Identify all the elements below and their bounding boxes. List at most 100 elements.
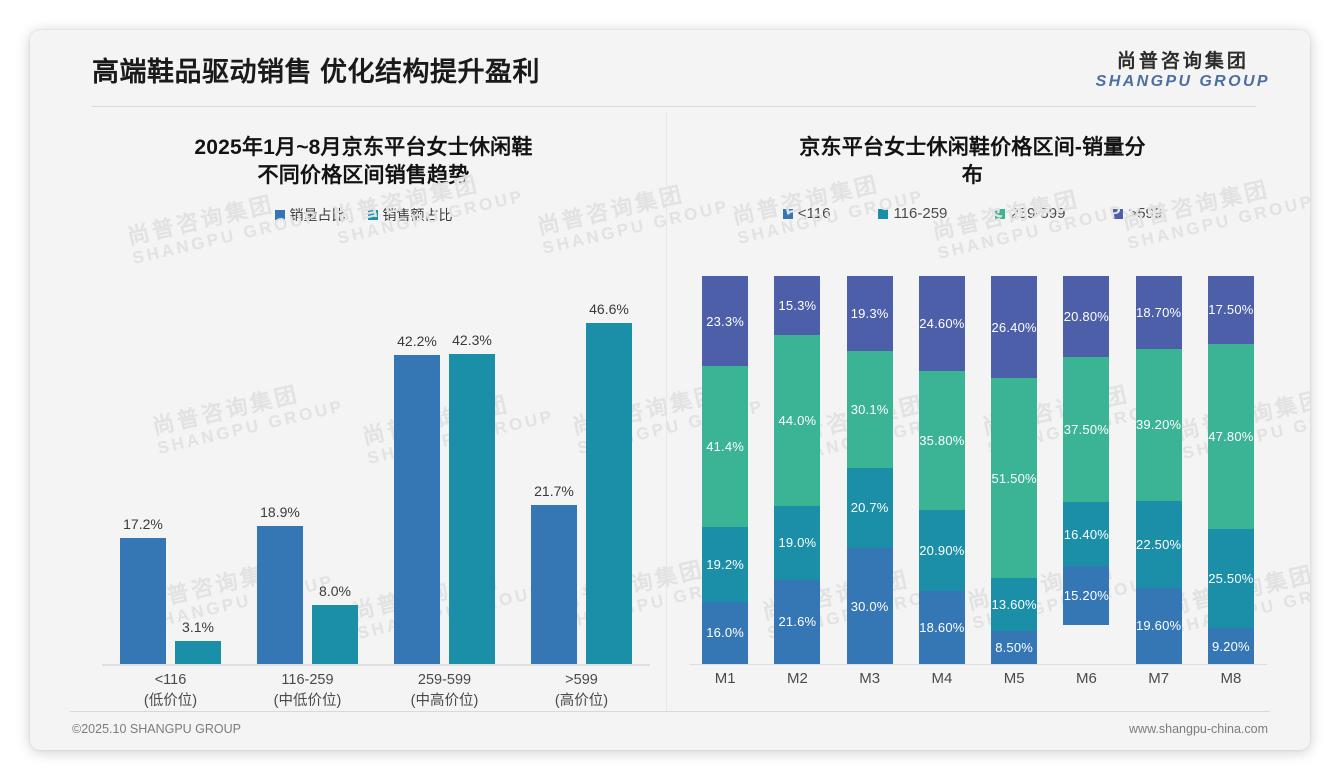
stack-segment->599-M6[interactable]: 20.80%	[1063, 276, 1110, 357]
stacked-bar-M1[interactable]: 23.3% 41.4% 19.2% 16.0%	[702, 276, 749, 664]
stack-segment-259-599-M8[interactable]: 47.80%	[1207, 343, 1254, 530]
stack-segment->599-M8[interactable]: 17.50%	[1207, 276, 1254, 344]
stack-segment-259-599-M6[interactable]: 37.50%	[1063, 356, 1110, 503]
stack-segment-116-259-M5[interactable]: 13.60%	[991, 578, 1038, 631]
stacked-bar-M2[interactable]: 15.3% 44.0% 19.0% 21.6%	[774, 276, 821, 664]
stacked-bar-M6[interactable]: 20.80% 37.50% 16.40% 15.20%	[1063, 276, 1110, 664]
stacked-bar-M4[interactable]: 24.60% 35.80% 20.90% 18.60%	[918, 276, 965, 664]
bar-rect	[120, 538, 166, 664]
bar-销量占比-259-599[interactable]: 42.2%	[394, 298, 440, 664]
stack-segment-<116-M8[interactable]: 9.20%	[1207, 628, 1254, 664]
grouped-bar-plot-area: 17.2% 3.1% 18.9% 8.0% 42.2% 42.3% 21.7% 46.6%	[102, 298, 650, 664]
stack-segment-116-259-M3[interactable]: 20.7%	[846, 467, 893, 548]
stack-value-label: 19.3%	[850, 305, 889, 321]
legend-label: >599	[1128, 205, 1163, 223]
chart-title-line-2: 不同价格区间销售趋势	[257, 163, 470, 187]
stack-segment-116-259-M7[interactable]: 22.50%	[1135, 500, 1182, 588]
stack-segment->599-M1[interactable]: 23.3%	[702, 276, 749, 367]
stack-segment->599-M7[interactable]: 18.70%	[1135, 276, 1182, 349]
footer-website[interactable]: www.shangpu-china.com	[1129, 722, 1268, 736]
stack-value-label: 18.60%	[919, 619, 965, 635]
x-tick-M3: M3	[859, 670, 881, 687]
stack-value-label: 25.50%	[1208, 571, 1254, 587]
stack-value-label: 35.80%	[919, 433, 965, 449]
stack-segment-259-599-M4[interactable]: 35.80%	[918, 371, 965, 511]
stacked-bar-M8[interactable]: 17.50% 47.80% 25.50% 9.20%	[1207, 276, 1254, 664]
stack-segment-<116-M2[interactable]: 21.6%	[774, 579, 821, 664]
stack-value-label: 51.50%	[991, 470, 1037, 486]
stack-segment-<116-M7[interactable]: 19.60%	[1135, 587, 1182, 664]
stack-segment->599-M5[interactable]: 26.40%	[991, 276, 1038, 379]
stack-segment->599-M3[interactable]: 19.3%	[846, 276, 893, 351]
x-tick-label: <116	[154, 672, 187, 688]
chart-title-line-1: 2025年1月~8月京东平台女士休闲鞋	[194, 136, 533, 159]
x-tick-259-599: 259-599 (中高价位)	[376, 670, 513, 712]
bar-group-116-259: 18.9% 8.0%	[239, 298, 376, 664]
stack-value-label: 19.2%	[706, 556, 745, 572]
x-axis-line-right	[689, 664, 1267, 665]
stack-value-label: 22.50%	[1135, 536, 1182, 552]
stack-segment->599-M2[interactable]: 15.3%	[774, 276, 821, 336]
bar-销售额占比-259-599[interactable]: 42.3%	[449, 298, 495, 664]
stack-segment-116-259-M2[interactable]: 19.0%	[774, 506, 821, 580]
x-tick-sublabel: (中低价位)	[273, 693, 342, 710]
stack-value-label: 44.0%	[778, 413, 817, 429]
x-tick-M6: M6	[1075, 670, 1097, 687]
x-tick-<116: <116 (低价位)	[102, 670, 239, 712]
legend-item-销售额占比[interactable]: 销售额占比	[367, 205, 453, 225]
bar-销量占比->599[interactable]: 21.7%	[531, 298, 577, 664]
stack-segment-<116-M3[interactable]: 30.0%	[846, 547, 893, 665]
bar-销售额占比->599[interactable]: 46.6%	[586, 298, 632, 664]
bar-value-label: 21.7%	[534, 483, 574, 500]
stack-value-label: 20.80%	[1063, 308, 1110, 324]
stacked-bar-plot-area: 23.3% 41.4% 19.2% 16.0% 15.3% 44.0% 19.0% 21.6%…	[689, 276, 1267, 665]
stack-value-label: 15.3%	[778, 298, 817, 314]
legend-item->599[interactable]: >599	[1113, 205, 1162, 222]
stack-segment-<116-M1[interactable]: 16.0%	[702, 601, 749, 664]
x-axis-tick-labels-right: M1 M2 M3 M4 M5 M6 M7 M8	[689, 670, 1267, 700]
stack-segment-259-599-M3[interactable]: 30.1%	[846, 350, 893, 468]
stack-segment-259-599-M7[interactable]: 39.20%	[1135, 348, 1182, 501]
bar-销售额占比-116-259[interactable]: 8.0%	[312, 298, 358, 664]
stacked-bar-M3[interactable]: 19.3% 30.1% 20.7% 30.0%	[846, 276, 893, 665]
stack-segment-116-259-M8[interactable]: 25.50%	[1207, 529, 1254, 629]
bar-value-label: 17.2%	[123, 516, 163, 533]
slide-header: 高端鞋品驱动销售 优化结构提升盈利 尚普咨询集团 SHANGPU GROUP	[30, 30, 1310, 106]
bar-rect	[257, 525, 303, 664]
stack-value-label: 20.90%	[919, 543, 965, 559]
stack-segment-259-599-M2[interactable]: 44.0%	[774, 335, 821, 507]
bar-rect	[394, 355, 440, 664]
stack-segment-116-259-M6[interactable]: 16.40%	[1063, 502, 1110, 566]
stack-value-label: 15.20%	[1063, 587, 1110, 603]
bar-group->599: 21.7% 46.6%	[513, 298, 650, 664]
x-tick-M2: M2	[786, 670, 808, 687]
stack-value-label: 37.50%	[1063, 421, 1110, 437]
bar-销量占比-116-259[interactable]: 18.9%	[257, 298, 303, 664]
stack-segment-<116-M5[interactable]: 8.50%	[991, 631, 1038, 664]
stack-value-label: 20.7%	[850, 500, 889, 516]
stack-segment-<116-M6[interactable]: 15.20%	[1063, 565, 1110, 625]
stack-segment-259-599-M5[interactable]: 51.50%	[991, 378, 1038, 579]
bar-rect	[175, 641, 221, 664]
title-divider	[92, 106, 1256, 107]
legend-item-销量占比[interactable]: 销量占比	[274, 205, 346, 225]
bar-销量占比-<116[interactable]: 17.2%	[120, 298, 166, 664]
stack-segment-116-259-M1[interactable]: 19.2%	[702, 527, 749, 602]
stack-segment-<116-M4[interactable]: 18.60%	[918, 591, 965, 664]
stack-segment->599-M4[interactable]: 24.60%	[918, 276, 965, 372]
legend-item-259-599[interactable]: 259-599	[995, 205, 1065, 222]
legend-item-<116[interactable]: <116	[782, 205, 830, 222]
stacked-bar-M7[interactable]: 18.70% 39.20% 22.50% 19.60%	[1135, 276, 1182, 664]
logo-english-text: SHANGPU GROUP	[1095, 72, 1270, 90]
bar-销售额占比-<116[interactable]: 3.1%	[175, 298, 221, 664]
legend-item-116-259[interactable]: 116-259	[878, 205, 947, 222]
chart-title-volume-distribution: 京东平台女士休闲鞋价格区间-销量分 布	[667, 112, 1278, 189]
stack-value-label: 21.6%	[778, 614, 817, 630]
legend-swatch-icon	[782, 208, 793, 219]
stacked-bar-M5[interactable]: 26.40% 51.50% 13.60% 8.50%	[991, 276, 1038, 664]
stack-segment-116-259-M4[interactable]: 20.90%	[918, 510, 965, 592]
stack-segment-259-599-M1[interactable]: 41.4%	[702, 366, 749, 528]
chart-panel-volume-distribution: 京东平台女士休闲鞋价格区间-销量分 布 <116 116-259 259-599 >5…	[666, 112, 1278, 712]
stack-value-label: 26.40%	[991, 319, 1037, 335]
stack-value-label: 17.50%	[1208, 302, 1254, 318]
